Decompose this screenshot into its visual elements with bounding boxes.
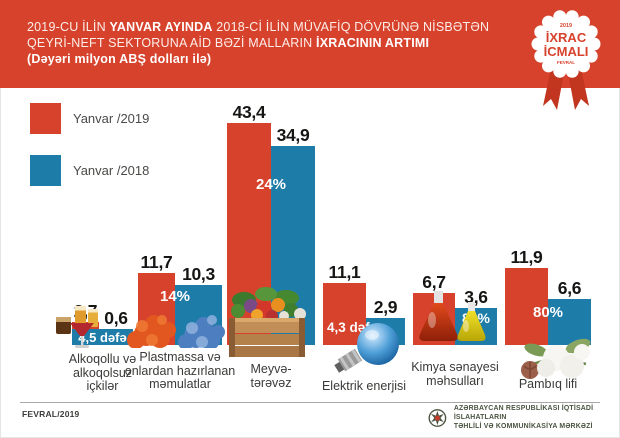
category-label: Plastmassa və onlardan hazırlanan məmulatl… <box>115 350 245 392</box>
rosette-ribbon-icon: 2019 İXRAC İCMALI FEVRAL <box>531 10 601 110</box>
legend-item-2018: Yanvar /2018 <box>30 155 149 186</box>
value-label-2018: 3,6 <box>464 287 488 307</box>
category-label-line: məmulatlar <box>149 377 211 391</box>
value-label-2018: 10,3 <box>182 264 215 284</box>
growth-label: 80% <box>532 304 564 321</box>
legend-swatch-2018-icon <box>30 155 61 186</box>
growth-label: 24% <box>255 176 287 193</box>
category-label: Elektrik enerjisi <box>299 379 429 394</box>
title-line-2: QEYRİ-NEFT SEKTORUNA AİD BƏZİ MALLARIN İ… <box>27 35 620 51</box>
badge-title-2: İCMALI <box>544 44 589 59</box>
value-label-2018: 0,6 <box>104 308 128 328</box>
title-line-1: 2019-CU İLİN YANVAR AYINDA 2018-Cİ İLİN … <box>27 19 620 35</box>
bar-2018-cotton <box>548 299 591 345</box>
title-line-3: (Dəyəri milyon ABŞ dolları ilə) <box>27 52 212 66</box>
category-label-line: Alkoqollu və <box>68 352 137 366</box>
title-line1-pre: 2019-CU İLİN <box>27 20 110 34</box>
category-label: Alkoqollu və alkoqolsuz içkilər <box>38 352 168 394</box>
growth-badge: 4,5 dəfə <box>72 329 133 345</box>
legend-item-2019: Yanvar /2019 <box>30 103 149 134</box>
category-label-line: tərəvəz <box>250 375 292 390</box>
footer-org-line-2: TƏHLİLİ VƏ KOMMUNİKASİYA MƏRKƏZİ <box>453 423 593 430</box>
badge-year: 2019 <box>560 23 572 29</box>
title-line2-pre: QEYRİ-NEFT SEKTORUNA AİD BƏZİ MALLARIN <box>27 36 317 50</box>
footer-date: FEVRAL/2019 <box>22 409 80 419</box>
footer-divider <box>20 402 600 403</box>
legend-swatch-2019-icon <box>30 103 61 134</box>
value-label-2018: 34,9 <box>276 125 310 145</box>
bar-2019-cotton <box>505 268 548 345</box>
badge-month: FEVRAL <box>557 60 575 65</box>
category-label-line: alkoqolsuz <box>72 365 133 380</box>
category-label-line: içkilər <box>86 379 119 393</box>
title-line1-post: 2018-Cİ İLİN MÜVAFİQ DÖVRÜNƏ NİSBƏTƏN <box>212 20 490 34</box>
growth-label: 86% <box>461 310 491 326</box>
category-label-line: Plastmassa və <box>139 350 221 364</box>
badge-title-1: İXRAC <box>546 30 587 45</box>
category-label: Kimya sənayesi məhsulları <box>390 360 520 388</box>
category-label-line: Kimya sənayesi <box>411 360 499 374</box>
value-label-2019: 6,7 <box>422 272 446 292</box>
category-label: Meyvə-tərəvəz <box>206 362 336 390</box>
legend-label-2018: Yanvar /2018 <box>73 163 150 178</box>
value-label-2019: 43,4 <box>232 102 266 122</box>
category-label-line: Elektrik enerjisi <box>321 379 407 393</box>
footer-org-line-1: AZƏRBAYCAN RESPUBLİKASI İQTİSADİ İSLAHAT… <box>453 405 594 421</box>
value-label-2018: 2,9 <box>373 297 398 317</box>
footer-organization: AZƏRBAYCAN RESPUBLİKASI İQTİSADİ İSLAHAT… <box>428 404 620 431</box>
legend-label-2019: Yanvar /2019 <box>73 111 150 126</box>
category-label-line: məhsulları <box>426 373 484 388</box>
category-label-line: Pambıq lifi <box>518 377 578 391</box>
growth-label: 14% <box>159 288 191 305</box>
footer-org-text: AZƏRBAYCAN RESPUBLİKASI İQTİSADİ İSLAHAT… <box>454 404 620 431</box>
category-label: Pambıq lifi <box>483 377 613 392</box>
value-label-2019: 11,9 <box>510 247 543 267</box>
category-label-line: onlardan hazırlanan <box>124 363 236 378</box>
bar-2019-vegetable-crate <box>227 123 271 345</box>
category-label-line: Meyvə- <box>250 362 292 376</box>
title-line2-bold: İXRACININ ARTIMI <box>316 36 430 50</box>
value-label-2019: 11,1 <box>328 262 361 282</box>
title-line1-bold: YANVAR AYINDA <box>109 20 213 34</box>
growth-label: 4,3 dəfə <box>327 320 378 335</box>
value-label-2019: 11,7 <box>140 252 173 272</box>
value-label-2018: 6,6 <box>557 278 582 298</box>
legend: Yanvar /2019 Yanvar /2018 <box>30 103 149 207</box>
header-banner: 2019-CU İLİN YANVAR AYINDA 2018-Cİ İLİN … <box>0 0 620 88</box>
state-emblem-icon <box>428 408 447 427</box>
ixrac-icmali-badge: 2019 İXRAC İCMALI FEVRAL <box>528 4 604 114</box>
